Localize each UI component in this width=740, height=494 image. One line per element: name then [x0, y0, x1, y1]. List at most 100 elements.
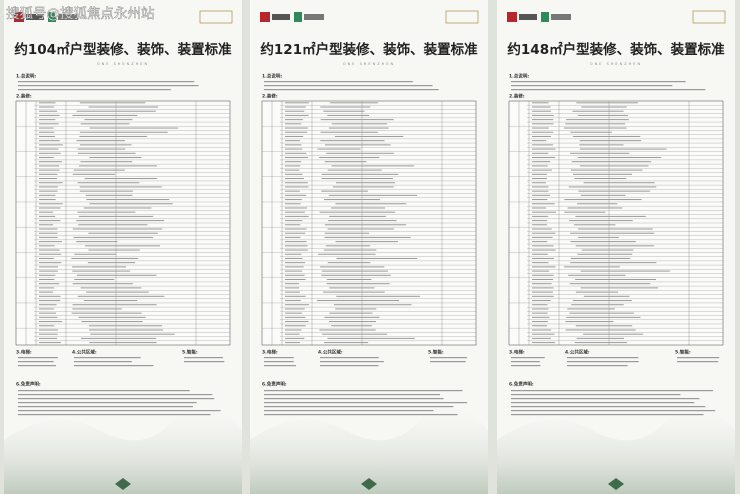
- cell-text: [39, 312, 57, 314]
- cell-text: [578, 236, 619, 238]
- cell-text: [80, 287, 142, 289]
- cell-text: [39, 262, 62, 264]
- text-line: [264, 406, 454, 408]
- cell-text: [532, 169, 552, 171]
- cell-text: [532, 211, 556, 213]
- cell-text: [39, 266, 58, 268]
- cell-text: [532, 194, 550, 196]
- cell-text: [285, 329, 302, 331]
- cell-text: [566, 316, 641, 318]
- section-heading: 3.电梯:: [509, 349, 525, 356]
- project-logo: [199, 10, 233, 24]
- cell-text: [570, 131, 612, 133]
- section-heading: 3.电梯:: [16, 349, 32, 356]
- cell-text: [285, 215, 309, 217]
- cell-text: [326, 152, 394, 154]
- section-heading: 6.免责声明:: [262, 381, 287, 388]
- cell-text: [76, 220, 165, 222]
- cell-text: [336, 257, 418, 259]
- cell-text: [285, 148, 303, 150]
- cell-text: [328, 194, 418, 196]
- logo-red: [507, 12, 517, 22]
- cell-text: [320, 119, 394, 121]
- cell-text: [532, 127, 549, 129]
- emblem: [608, 478, 624, 490]
- text-line: [264, 361, 294, 363]
- cell-text: [79, 131, 168, 133]
- poster: 约121㎡户型装修、装饰、装置标准 ONE SHENZHEN 1.总说明: 2.装修:…: [250, 0, 488, 494]
- cell-text: [39, 194, 56, 196]
- cell-text: [285, 144, 302, 146]
- cell-text: [564, 266, 620, 268]
- cell-text: [532, 257, 554, 259]
- cell-text: [575, 215, 646, 217]
- poster-title: 约148㎡户型装修、装饰、装置标准: [507, 41, 725, 58]
- mountain-decor: [497, 404, 735, 494]
- cell-text: [532, 325, 547, 327]
- text-line: [320, 365, 379, 367]
- cell-text: [564, 199, 642, 201]
- cell-text: [532, 102, 549, 104]
- cell-text: [321, 270, 388, 272]
- cell-text: [285, 173, 303, 175]
- cell-text: [39, 106, 54, 108]
- cell-text: [532, 312, 548, 314]
- cell-text: [319, 211, 396, 213]
- cell-text: [532, 241, 548, 243]
- cell-text: [285, 312, 303, 314]
- logo-text: [551, 14, 571, 20]
- cell-text: [577, 114, 628, 116]
- cell-text: [320, 131, 378, 133]
- cell-text: [72, 114, 138, 116]
- cell-text: [78, 152, 136, 154]
- text-line: [264, 357, 294, 359]
- cell-text: [570, 232, 655, 234]
- cell-text: [532, 156, 556, 158]
- cell-text: [572, 110, 624, 112]
- cell-text: [39, 119, 56, 121]
- cell-text: [327, 228, 394, 230]
- cell-text: [84, 119, 133, 121]
- cell-text: [570, 262, 657, 264]
- cell-text: [329, 215, 386, 217]
- cell-text: [532, 123, 554, 125]
- text-line: [264, 398, 444, 400]
- project-logo: [445, 10, 479, 24]
- cell-text: [78, 316, 146, 318]
- cell-text: [73, 169, 125, 171]
- cell-text: [583, 333, 644, 335]
- cell-text: [532, 232, 556, 234]
- text-line: [264, 365, 296, 367]
- cell-text: [532, 131, 554, 133]
- cell-text: [285, 308, 305, 310]
- cell-text: [532, 329, 552, 331]
- cell-text: [39, 287, 55, 289]
- cell-text: [532, 262, 549, 264]
- cell-text: [285, 211, 305, 213]
- cell-text: [570, 257, 631, 259]
- cell-text: [574, 342, 628, 344]
- cell-text: [326, 278, 372, 280]
- cell-text: [285, 274, 305, 276]
- cell-text: [39, 329, 58, 331]
- text-line: [264, 414, 458, 416]
- cell-text: [317, 148, 361, 150]
- cell-text: [39, 295, 61, 297]
- cell-text: [569, 220, 633, 222]
- section-heading: 1.总说明:: [509, 73, 529, 80]
- cell-text: [285, 102, 309, 104]
- cell-text: [571, 161, 652, 163]
- text-line: [264, 394, 440, 396]
- cell-text: [285, 156, 309, 158]
- text-line: [18, 365, 56, 367]
- cell-text: [317, 300, 400, 302]
- cell-text: [532, 224, 547, 226]
- cell-text: [86, 199, 170, 201]
- cell-text: [574, 178, 627, 180]
- cell-text: [285, 283, 300, 285]
- text-line: [511, 361, 540, 363]
- cell-text: [80, 123, 130, 125]
- cell-text: [320, 106, 371, 108]
- cell-text: [285, 257, 303, 259]
- cell-text: [575, 278, 656, 280]
